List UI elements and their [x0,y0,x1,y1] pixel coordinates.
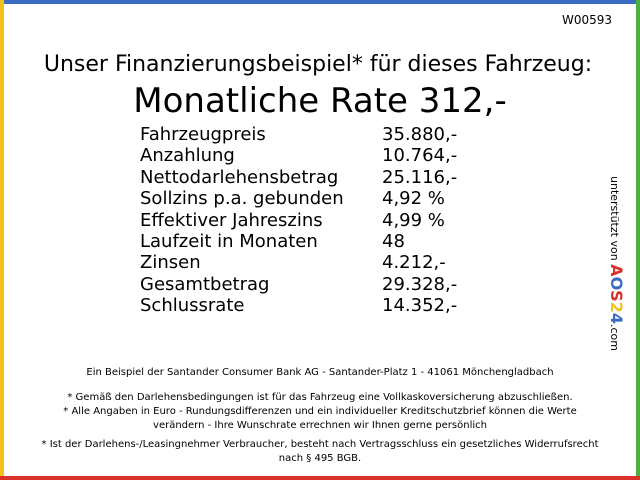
row-value: 10.764,- [382,145,458,167]
border-left [0,0,4,480]
logo-letter: O [607,276,626,291]
row-value: 35.880,- [382,124,458,145]
row-label: Zinsen [140,252,201,274]
row-label: Anzahlung [140,145,235,167]
border-top [0,0,640,4]
note: * Alle Angaben in Euro - Rundungsdiffere… [63,406,577,431]
note: * Ist der Darlehens-/Leasingnehmer Verbr… [41,439,599,464]
sidebar-text: unterstützt von [608,176,621,261]
row-label: Nettodarlehensbetrag [140,166,339,188]
border-right [636,0,640,480]
note: * Gemäß den Darlehensbedingungen ist für… [67,392,573,403]
row-label: Schlussrate [140,295,245,317]
sidebar: unterstützt von AOS24.com [607,176,626,351]
title: Unser Finanzierungsbeispiel* für dieses … [43,52,593,77]
row-value: 4.212,- [382,252,446,274]
row-label: Sollzins p.a. gebunden [140,188,344,210]
row-label: Effektiver Jahreszins [140,209,323,231]
code: W00593 [562,13,613,27]
row-value: 14.352,- [382,295,458,317]
bank-note: Ein Beispiel der Santander Consumer Bank… [86,367,554,378]
border-bottom [0,476,640,480]
row-value: 29.328,- [382,273,458,295]
logo: AOS24 [607,264,626,324]
logo-domain: .com [608,323,621,351]
row-value: 4,99 % [382,209,445,231]
logo-letter: S [607,290,626,302]
row-value: 48 [382,231,405,252]
logo-letter: 2 [607,301,626,313]
logo-letter: 4 [607,312,626,324]
row-value: 4,92 % [382,188,445,210]
row-label: Fahrzeugpreis [140,124,266,145]
row-label: Gesamtbetrag [140,273,270,295]
row-value: 25.116,- [382,166,458,188]
logo-letter: A [607,264,626,277]
row-label: Laufzeit in Monaten [140,231,318,252]
rate: Monatliche Rate 312,- [133,81,507,121]
